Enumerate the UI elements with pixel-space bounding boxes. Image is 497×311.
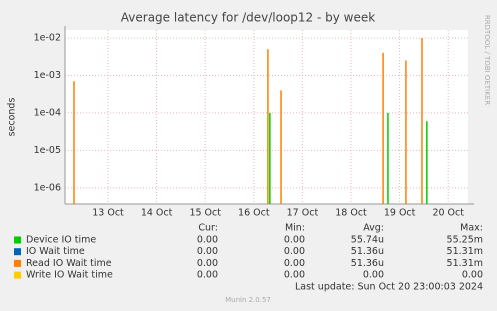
legend-value: 0.00 [363,270,384,281]
footer: Munin 2.0.57 [225,296,271,304]
legend-value: 0.00 [197,270,218,281]
legend-value: 0.00 [284,270,305,281]
y-tick-label: 1e-02 [34,32,61,43]
y-tick-label: 1e-04 [34,107,61,118]
y-tick-label: 1e-05 [34,145,61,156]
last-update: Last update: Sun Oct 20 23:00:03 2024 [295,282,483,293]
legend-value: 0.00 [284,258,305,269]
y-tick-label: 1e-06 [34,182,61,193]
legend-column-header: Cur: [198,223,218,234]
legend-value: 55.74u [351,235,384,246]
x-tick-label: 18 Oct [335,208,367,219]
chart-title: Average latency for /dev/loop12 - by wee… [121,11,375,25]
legend-value: 0.00 [462,270,483,281]
legend-entry: Write IO Wait time [26,270,113,281]
legend-value: 51.31m [447,246,483,257]
legend-swatch [14,236,21,244]
legend-column-header: Max: [460,223,483,234]
y-axis-label: seconds [7,98,18,137]
legend-value: 0.00 [197,235,218,246]
side-text: RRDTOOL / TOBI OETIKER [483,15,491,105]
plot-area [65,30,468,204]
legend-column-header: Avg: [363,223,384,234]
legend-entry: IO Wait time [26,246,85,257]
x-tick-label: 13 Oct [92,208,124,219]
legend-entry: Read IO Wait time [26,258,112,269]
x-tick-label: 16 Oct [238,208,270,219]
legend-value: 51.31m [447,258,483,269]
legend-swatch [14,248,21,256]
x-tick-label: 14 Oct [141,208,173,219]
legend-value: 55.25m [447,235,483,246]
y-tick-label: 1e-03 [34,70,61,81]
legend-entry: Device IO time [26,235,96,246]
x-tick-label: 15 Oct [189,208,221,219]
legend-swatch [14,259,21,267]
legend-value: 0.00 [197,258,218,269]
legend-value: 0.00 [284,246,305,257]
legend-column-header: Min: [285,223,305,234]
legend-value: 51.36u [351,258,384,269]
x-tick-label: 19 Oct [384,208,416,219]
x-tick-label: 17 Oct [287,208,319,219]
legend-value: 0.00 [284,235,305,246]
legend-swatch [14,271,21,279]
legend-value: 0.00 [197,246,218,257]
legend-value: 51.36u [351,246,384,257]
x-tick-label: 20 Oct [432,208,464,219]
